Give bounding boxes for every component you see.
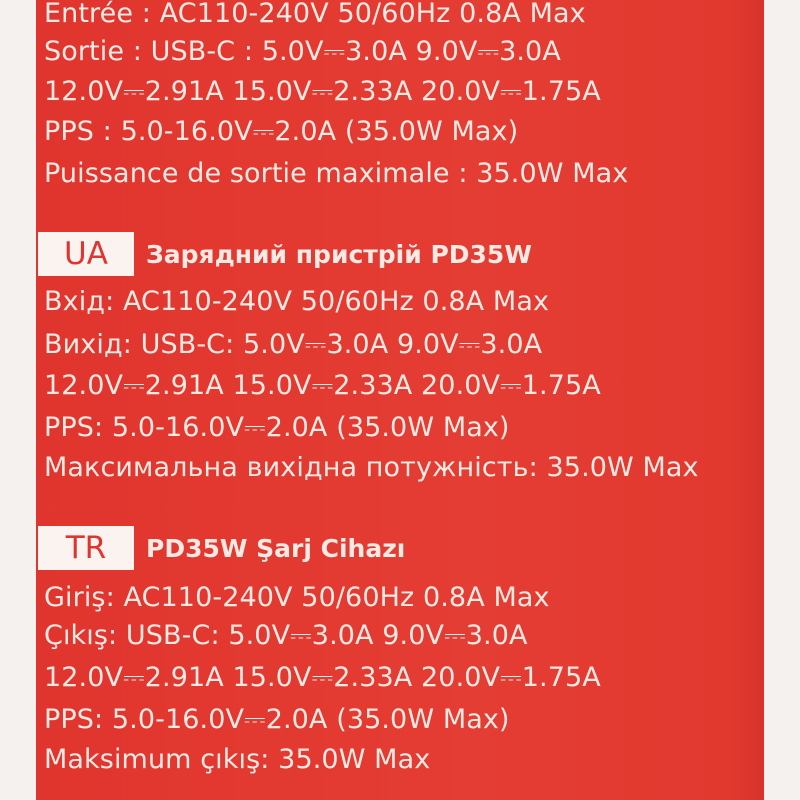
ua-line: PPS: 5.0-16.0V⎓2.0A (35.0W Max) [44, 412, 510, 443]
ua-line: Вихід: USB-C: 5.0V⎓3.0A 9.0V⎓3.0A [44, 329, 543, 360]
tr-line: Çıkış: USB-C: 5.0V⎓3.0A 9.0V⎓3.0A [44, 620, 528, 651]
tr-line: Maksimum çıkış: 35.0W Max [44, 744, 431, 775]
fr-line: Entrée : AC110-240V 50/60Hz 0.8A Max [44, 0, 586, 29]
fr-line: PPS : 5.0-16.0V⎓2.0A (35.0W Max) [44, 116, 519, 147]
ua-title: Зарядний пристрій PD35W [146, 239, 532, 269]
fr-line: Sortie : USB-C : 5.0V⎓3.0A 9.0V⎓3.0A [44, 36, 561, 67]
tr-badge: TR [38, 526, 134, 570]
ua-badge: UA [38, 232, 134, 276]
fr-line: Puissance de sortie maximale : 35.0W Max [44, 158, 629, 189]
ua-line: Вхід: AC110-240V 50/60Hz 0.8A Max [44, 286, 550, 317]
tr-title: PD35W Şarj Cihazı [146, 533, 406, 563]
tr-header: TR PD35W Şarj Cihazı [38, 526, 405, 570]
packaging-panel [36, 0, 764, 800]
tr-line: 12.0V⎓2.91A 15.0V⎓2.33A 20.0V⎓1.75A [44, 662, 601, 693]
tr-line: Giriş: AC110-240V 50/60Hz 0.8A Max [44, 582, 550, 613]
ua-line: Максимальна вихідна потужність: 35.0W Ma… [44, 452, 699, 483]
tr-line: PPS: 5.0-16.0V⎓2.0A (35.0W Max) [44, 704, 510, 735]
ua-header: UA Зарядний пристрій PD35W [38, 232, 532, 276]
ua-line: 12.0V⎓2.91A 15.0V⎓2.33A 20.0V⎓1.75A [44, 370, 601, 401]
fr-line: 12.0V⎓2.91A 15.0V⎓2.33A 20.0V⎓1.75A [44, 76, 601, 107]
